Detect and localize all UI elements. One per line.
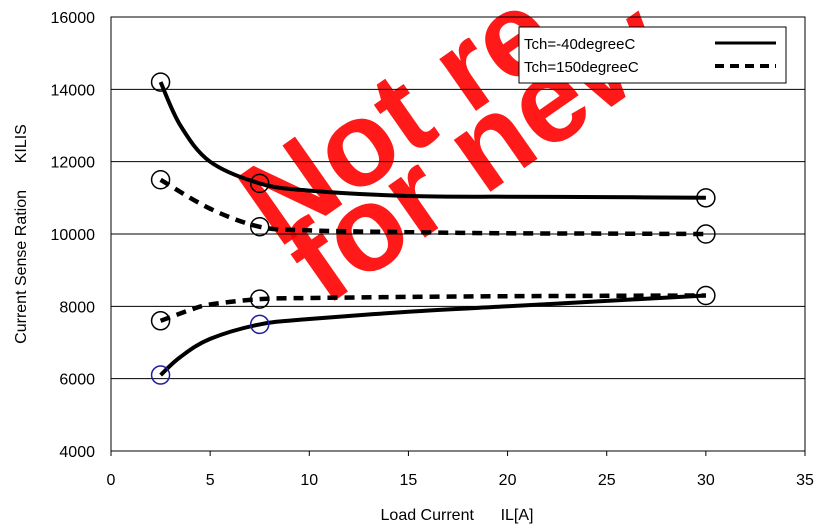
- series-line-1-2: [159, 293, 707, 377]
- x-tick-label: 30: [697, 472, 715, 489]
- plot-area: [158, 81, 707, 377]
- plot-frame: [110, 16, 806, 452]
- data-point-marker: [696, 224, 716, 244]
- markers: [150, 72, 716, 385]
- y-tick-label: 10000: [51, 227, 96, 244]
- x-tick-label: 25: [598, 472, 616, 489]
- data-point-marker: [150, 365, 171, 385]
- series-line-2-1: [159, 177, 706, 237]
- data-point-marker: [150, 72, 171, 92]
- data-point-marker: [150, 311, 171, 331]
- x-tick-label: 15: [400, 472, 418, 489]
- data-point-marker: [249, 173, 270, 194]
- x-tick-label: 35: [796, 472, 814, 489]
- y-tick-label: 4000: [59, 444, 95, 461]
- x-tick-label: 0: [107, 472, 116, 489]
- data-point-marker: [696, 188, 716, 208]
- legend: Tch=-40degreeC Tch=150degreeC: [518, 26, 787, 84]
- legend-box: [518, 26, 787, 84]
- legend-label: Tch=150degreeC: [524, 59, 639, 76]
- data-point-marker: [249, 314, 270, 335]
- y-tick-label: 14000: [51, 82, 96, 99]
- x-axis-title: Load Current IL[A]: [381, 507, 534, 524]
- series-line-2-2: [159, 293, 706, 323]
- data-point-marker: [150, 170, 171, 190]
- y-tick-label: 8000: [59, 299, 95, 316]
- y-tick-label: 6000: [59, 372, 95, 389]
- x-tick-label: 10: [300, 472, 318, 489]
- data-point-marker: [696, 285, 716, 306]
- legend-label: Tch=-40degreeC: [524, 36, 635, 53]
- x-tick-label: 5: [206, 472, 215, 489]
- data-point-marker: [249, 217, 270, 237]
- x-tick-label: 20: [499, 472, 517, 489]
- series-line-1-1: [158, 81, 706, 200]
- tick-labels: 0 5 10 15 20 25 30 35 4000 6000 8000 10000 12000 1400…: [51, 10, 815, 489]
- y-axis-title: Current Sense Ration KILIS: [13, 124, 30, 344]
- data-point-marker: [249, 289, 270, 309]
- y-tick-label: 12000: [51, 155, 96, 172]
- y-tick-label: 16000: [51, 10, 96, 27]
